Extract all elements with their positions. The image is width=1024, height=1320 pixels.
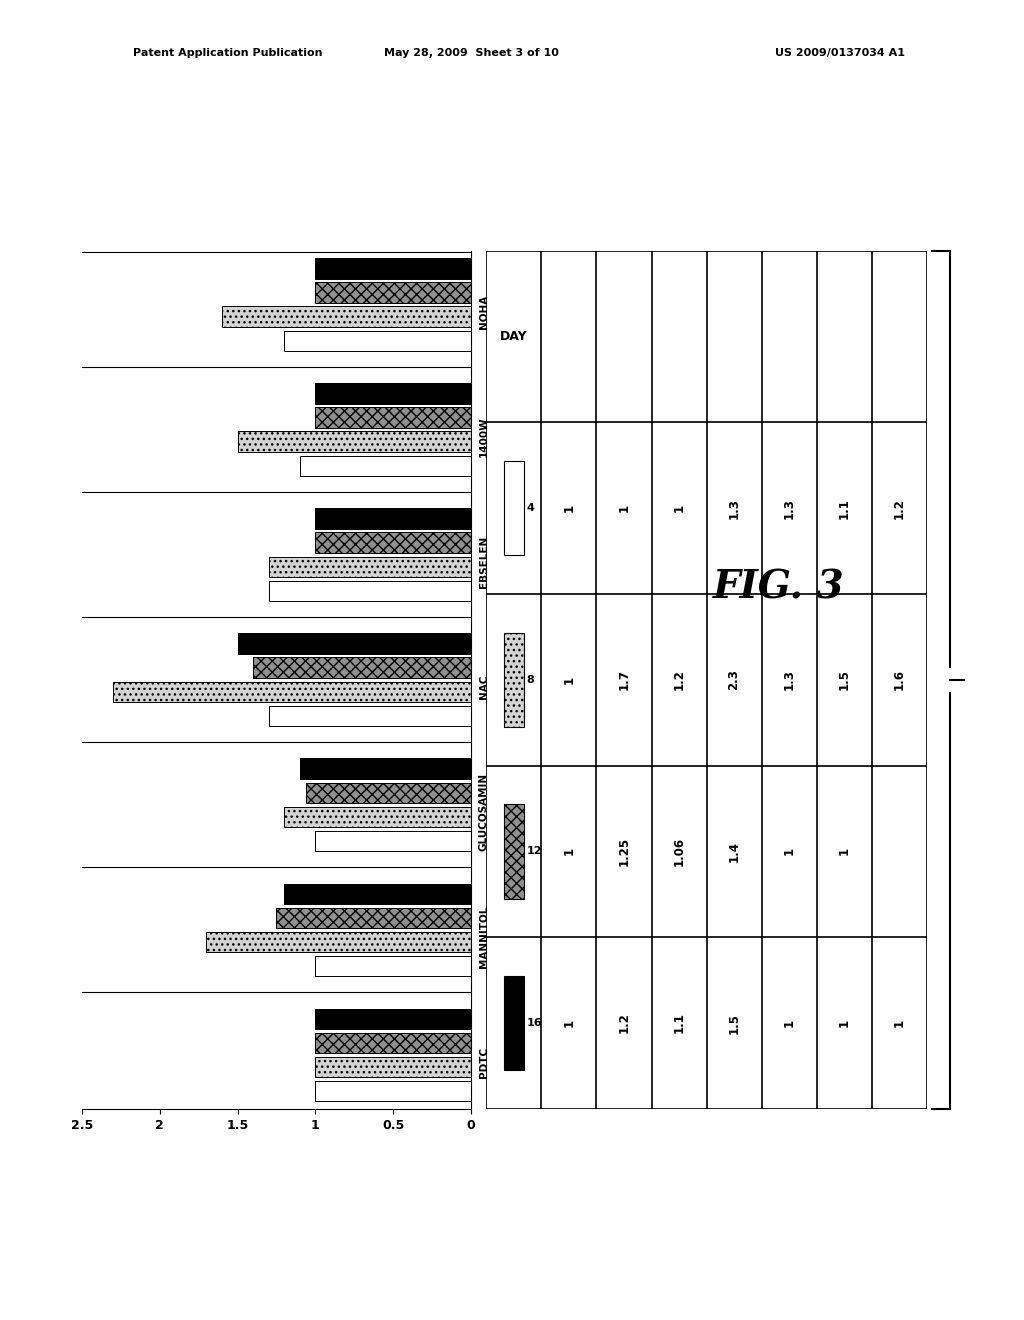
Text: 1: 1 (562, 504, 575, 512)
Text: EBSELEN: EBSELEN (479, 536, 488, 589)
Text: 1: 1 (562, 847, 575, 855)
Bar (238, 432, 471, 451)
Text: Patent Application Publication: Patent Application Publication (133, 48, 323, 58)
Bar (207, 932, 471, 952)
Text: 1.3: 1.3 (782, 669, 796, 690)
Bar (504, 975, 523, 1071)
Text: 1400W: 1400W (479, 417, 488, 457)
Bar (315, 282, 471, 302)
Bar (315, 1008, 471, 1030)
Text: 1: 1 (562, 1019, 575, 1027)
Text: 1.5: 1.5 (838, 669, 851, 690)
Bar (315, 1057, 471, 1077)
Text: 1.6: 1.6 (893, 669, 905, 690)
Bar (315, 259, 471, 279)
Bar (285, 807, 471, 828)
Text: 1: 1 (562, 676, 575, 684)
Text: FIG. 3: FIG. 3 (713, 569, 844, 606)
Text: 1: 1 (617, 504, 631, 512)
Bar (300, 455, 471, 477)
Text: DAY: DAY (500, 330, 527, 343)
Bar (276, 908, 471, 928)
Text: MANNITOL: MANNITOL (479, 906, 488, 969)
Text: GLUCOSAMIN: GLUCOSAMIN (479, 774, 488, 851)
Text: 1.25: 1.25 (617, 837, 631, 866)
Bar (315, 383, 471, 404)
Text: 1: 1 (838, 1019, 851, 1027)
Text: 1.3: 1.3 (728, 498, 740, 519)
Bar (285, 883, 471, 904)
Bar (315, 956, 471, 977)
Text: 1.4: 1.4 (728, 841, 740, 862)
Text: PDTC: PDTC (479, 1047, 488, 1078)
Text: May 28, 2009  Sheet 3 of 10: May 28, 2009 Sheet 3 of 10 (384, 48, 558, 58)
Bar (315, 1032, 471, 1053)
Text: 1: 1 (838, 847, 851, 855)
Bar (504, 632, 523, 727)
Text: 1.2: 1.2 (617, 1012, 631, 1034)
Text: 1: 1 (782, 847, 796, 855)
Bar (315, 830, 471, 851)
Text: NOHA: NOHA (479, 294, 488, 329)
Bar (300, 759, 471, 779)
Bar (285, 330, 471, 351)
Text: 1: 1 (893, 1019, 905, 1027)
Bar (268, 706, 471, 726)
Bar (238, 634, 471, 653)
Text: 1.06: 1.06 (673, 837, 685, 866)
Bar (315, 532, 471, 553)
Text: 2.3: 2.3 (728, 669, 740, 690)
Text: US 2009/0137034 A1: US 2009/0137034 A1 (775, 48, 904, 58)
Bar (268, 557, 471, 577)
Text: 12: 12 (526, 846, 542, 857)
Text: 1.1: 1.1 (673, 1012, 685, 1034)
Bar (504, 804, 523, 899)
Bar (315, 508, 471, 529)
Bar (315, 1081, 471, 1101)
Text: 4: 4 (526, 503, 535, 513)
Text: 1.2: 1.2 (673, 669, 685, 690)
Text: 1.2: 1.2 (893, 498, 905, 519)
Text: 1.3: 1.3 (782, 498, 796, 519)
Bar (113, 681, 471, 702)
Text: 16: 16 (526, 1018, 542, 1028)
Bar (268, 581, 471, 601)
Text: 8: 8 (526, 675, 535, 685)
Bar (306, 783, 471, 803)
Bar (315, 408, 471, 428)
Text: 1: 1 (782, 1019, 796, 1027)
Bar (222, 306, 471, 327)
Bar (253, 657, 471, 678)
Text: 1.1: 1.1 (838, 498, 851, 519)
Text: 1: 1 (673, 504, 685, 512)
Text: NAC: NAC (479, 675, 488, 700)
Text: 1.7: 1.7 (617, 669, 631, 690)
Text: 1.5: 1.5 (728, 1012, 740, 1034)
Bar (504, 461, 523, 556)
